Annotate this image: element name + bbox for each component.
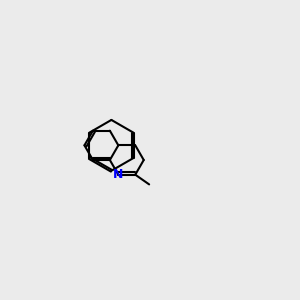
Text: N: N bbox=[113, 168, 124, 181]
